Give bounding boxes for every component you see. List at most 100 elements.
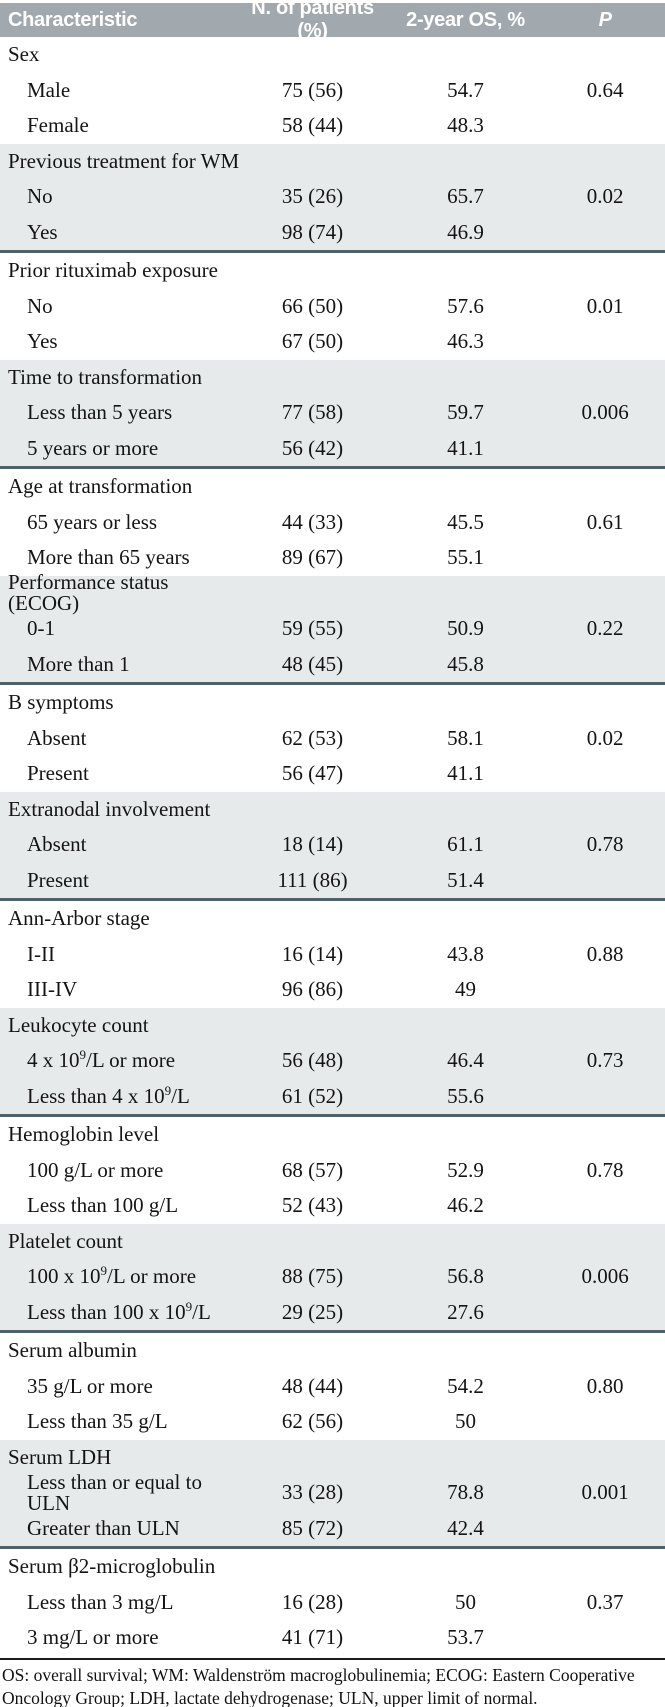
row-label: Less than 4 x 109/L	[27, 1082, 190, 1108]
row-n-patients: 98 (74)	[281, 219, 344, 244]
table-group: Previous treatment for WM No 35 (26) 65.7 0.…	[0, 143, 665, 253]
group-name: Performance status (ECOG)	[8, 570, 169, 616]
row-label: Female	[27, 113, 89, 138]
group-name: Time to transformation	[8, 364, 203, 389]
row-n-patients: 18 (14)	[281, 832, 344, 857]
row-2year-os: 61.1	[447, 832, 484, 857]
row-label: More than 65 years	[27, 545, 190, 570]
group-header-row: Extranodal involvement	[0, 792, 665, 828]
row-label: Less than or equal to ULN	[27, 1469, 202, 1515]
row-p-value: 0.88	[586, 941, 624, 966]
row-n-patients: 61 (52)	[281, 1083, 344, 1108]
group-header-row: Serum albumin	[0, 1333, 665, 1369]
table-row: More than 1 48 (45) 45.8	[0, 647, 665, 683]
row-2year-os: 57.6	[447, 293, 484, 318]
table-group: Serum LDH Less than or equal to ULN 33 (28…	[0, 1439, 665, 1549]
table-row: 4 x 109/L or more 56 (48) 46.4 0.73	[0, 1043, 665, 1079]
row-label: Less than 100 x 109/L	[27, 1298, 211, 1324]
table-row: 100 g/L or more 68 (57) 52.9 0.78	[0, 1153, 665, 1189]
row-n-patients: 89 (67)	[281, 545, 344, 570]
group-header-row: Prior rituximab exposure	[0, 253, 665, 289]
row-label: 65 years or less	[27, 509, 158, 534]
row-p-value: 0.64	[586, 77, 624, 102]
group-header-row: Leukocyte count	[0, 1008, 665, 1044]
table-row: Less than 100 x 109/L 29 (25) 27.6	[0, 1295, 665, 1331]
row-2year-os: 45.5	[447, 509, 484, 534]
row-2year-os: 51.4	[447, 867, 484, 892]
table-row: I-II 16 (14) 43.8 0.88	[0, 937, 665, 973]
row-n-patients: 35 (26)	[281, 184, 344, 209]
row-2year-os: 49	[454, 977, 476, 1002]
group-name: B symptoms	[8, 690, 114, 715]
table-row: Less than 3 mg/L 16 (28) 50 0.37	[0, 1585, 665, 1621]
group-name: Sex	[8, 42, 40, 67]
table-row: Male 75 (56) 54.7 0.64	[0, 73, 665, 109]
row-p-value: 0.01	[586, 293, 624, 318]
table-footnote: OS: overall survival; WM: Waldenström ma…	[2, 1664, 635, 1707]
row-label: Male	[27, 77, 71, 102]
table-row: Less than 35 g/L 62 (56) 50	[0, 1404, 665, 1440]
group-name: Extranodal involvement	[8, 796, 211, 821]
table-group: Time to transformation Less than 5 years 7…	[0, 359, 665, 469]
row-2year-os: 46.3	[447, 329, 484, 354]
group-header-row: Ann-Arbor stage	[0, 901, 665, 937]
row-label: Present	[27, 761, 89, 786]
group-name: Age at transformation	[8, 474, 193, 499]
row-2year-os: 52.9	[447, 1157, 484, 1182]
table-row: 0-1 59 (55) 50.9 0.22	[0, 611, 665, 647]
row-2year-os: 46.9	[447, 219, 484, 244]
table-row: 35 g/L or more 48 (44) 54.2 0.80	[0, 1369, 665, 1405]
row-label: I-II	[27, 941, 55, 966]
row-n-patients: 66 (50)	[281, 293, 344, 318]
row-n-patients: 77 (58)	[281, 400, 344, 425]
row-label: III-IV	[27, 977, 78, 1002]
group-header-row: Hemoglobin level	[0, 1117, 665, 1153]
table-group: Serum albumin 35 g/L or more 48 (44) 54.2 0.…	[0, 1333, 665, 1440]
table-row: 3 mg/L or more 41 (71) 53.7	[0, 1620, 665, 1656]
footnote-divider	[0, 1657, 665, 1660]
table-row: Yes 67 (50) 46.3	[0, 324, 665, 360]
group-header-row: Time to transformation	[0, 360, 665, 396]
row-n-patients: 58 (44)	[281, 113, 344, 138]
row-label: More than 1	[27, 651, 130, 676]
row-2year-os: 27.6	[447, 1299, 484, 1324]
row-p-value: 0.02	[586, 184, 624, 209]
row-2year-os: 41.1	[447, 761, 484, 786]
group-name: Hemoglobin level	[8, 1122, 160, 1147]
row-p-value: 0.006	[581, 1264, 629, 1289]
group-name: Platelet count	[8, 1228, 123, 1253]
col-header-characteristic: Characteristic	[8, 8, 138, 31]
table-row: No 35 (26) 65.7 0.02	[0, 179, 665, 215]
row-label: 3 mg/L or more	[27, 1625, 159, 1650]
row-2year-os: 55.1	[447, 545, 484, 570]
row-2year-os: 45.8	[447, 651, 484, 676]
table-row: Present 111 (86) 51.4	[0, 863, 665, 899]
table-group: Sex Male 75 (56) 54.7 0.64 Female 58 (44) 48.3	[0, 37, 665, 144]
row-n-patients: 56 (42)	[281, 435, 344, 460]
row-p-value: 0.78	[586, 832, 624, 857]
row-n-patients: 67 (50)	[281, 329, 344, 354]
col-header-n-patients: N. of patients (%)	[251, 0, 374, 42]
row-2year-os: 58.1	[447, 725, 484, 750]
group-name: Serum β2-microglobulin	[8, 1554, 216, 1579]
row-label: 100 g/L or more	[27, 1157, 164, 1182]
row-n-patients: 56 (47)	[281, 761, 344, 786]
row-2year-os: 59.7	[447, 400, 484, 425]
row-label: Greater than ULN	[27, 1515, 180, 1540]
row-n-patients: 52 (43)	[281, 1193, 344, 1218]
group-name: Prior rituximab exposure	[8, 258, 218, 283]
table-group: Prior rituximab exposure No 66 (50) 57.6 0.0…	[0, 253, 665, 360]
row-n-patients: 68 (57)	[281, 1157, 344, 1182]
table-row: Absent 62 (53) 58.1 0.02	[0, 721, 665, 757]
row-label: Present	[27, 867, 89, 892]
group-header-row: Serum β2-microglobulin	[0, 1549, 665, 1585]
table-row: III-IV 96 (86) 49	[0, 972, 665, 1008]
table-row: Less than 4 x 109/L 61 (52) 55.6	[0, 1079, 665, 1115]
row-2year-os: 43.8	[447, 941, 484, 966]
row-label: Less than 5 years	[27, 400, 173, 425]
row-n-patients: 48 (44)	[281, 1373, 344, 1398]
group-header-row: B symptoms	[0, 685, 665, 721]
group-name: Leukocyte count	[8, 1012, 149, 1037]
row-p-value: 0.80	[586, 1373, 624, 1398]
row-label: No	[27, 293, 53, 318]
